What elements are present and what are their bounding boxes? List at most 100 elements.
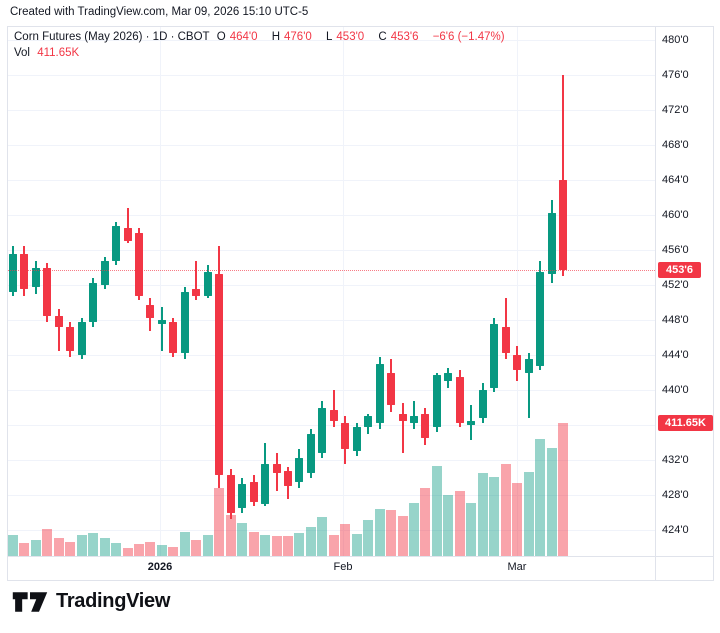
candle-body — [238, 484, 247, 509]
candle-body — [375, 363, 384, 423]
volume-bar — [535, 439, 546, 556]
candle-body — [455, 376, 464, 423]
price-gridline — [8, 320, 655, 321]
legend-open: O 464'0 — [216, 31, 258, 43]
price-gridline — [8, 40, 655, 41]
legend-change: −6'6 (−1.47%) — [432, 31, 505, 43]
candle-body — [192, 289, 201, 296]
vol-label: Vol — [14, 47, 30, 59]
candle-body — [467, 420, 476, 425]
volume-bar — [225, 514, 236, 556]
volume-bar — [179, 531, 190, 556]
volume-bar — [260, 534, 271, 556]
volume-bar — [305, 526, 316, 556]
current-price-badge: 453'6 — [658, 261, 701, 278]
candle-body — [54, 315, 63, 327]
candle-wick — [413, 400, 416, 430]
volume-bar — [8, 534, 18, 556]
candle-body — [226, 475, 235, 513]
symbol-legend-line1: Corn Futures (May 2026) · 1D · CBOT O 464… — [14, 29, 509, 45]
volume-bar — [294, 532, 305, 556]
volume-bar — [477, 473, 488, 556]
candle-body — [43, 267, 52, 316]
candle-body — [547, 212, 556, 275]
legend-high: H 476'0 — [271, 31, 312, 43]
candle-body — [352, 427, 361, 452]
volume-bar — [546, 448, 557, 556]
volume-bar — [500, 464, 511, 556]
volume-bar — [328, 534, 339, 556]
price-gridline — [8, 145, 655, 146]
symbol-legend: Corn Futures (May 2026) · 1D · CBOT O 464… — [14, 29, 509, 61]
volume-bar — [351, 533, 362, 556]
candle-body — [261, 464, 270, 504]
candle-body — [329, 409, 338, 421]
volume-bar — [214, 487, 225, 556]
price-axis-label: 464'0 — [662, 173, 689, 186]
current-price-dotted-line — [8, 270, 655, 271]
volume-bar — [397, 515, 408, 556]
candle-body — [283, 470, 292, 487]
volume-bar — [454, 491, 465, 556]
price-gridline — [8, 215, 655, 216]
candle-wick — [401, 403, 404, 454]
candle-body — [157, 320, 166, 325]
volume-bar — [489, 476, 500, 556]
price-axis-label: 460'0 — [662, 208, 689, 221]
symbol-title: Corn Futures (May 2026) · 1D · CBOT — [14, 31, 210, 43]
created-with-line: Created with TradingView.com, Mar 09, 20… — [10, 6, 309, 18]
volume-bar — [145, 541, 156, 556]
volume-bar — [168, 546, 179, 556]
price-axis-label: 452'0 — [662, 278, 689, 291]
candle-body — [77, 322, 86, 355]
price-gridline — [8, 425, 655, 426]
candle-wick — [160, 306, 163, 351]
candle-body — [364, 416, 373, 428]
volume-bar — [202, 534, 213, 556]
price-gridline — [8, 250, 655, 251]
volume-bar — [191, 539, 202, 556]
volume-bar — [512, 483, 523, 556]
time-gridline — [343, 27, 344, 556]
candle-body — [20, 254, 29, 290]
tradingview-footer[interactable]: TradingView — [12, 590, 170, 613]
volume-bar — [134, 544, 145, 556]
candle-body — [215, 274, 224, 476]
price-axis-separator — [655, 26, 656, 580]
time-axis-label: 2026 — [147, 561, 173, 573]
volume-bar — [156, 545, 167, 556]
volume-bar — [248, 531, 259, 556]
candle-body — [524, 359, 533, 373]
volume-bar — [271, 535, 282, 556]
chart-pane-border — [7, 26, 714, 581]
volume-bar — [42, 528, 53, 556]
volume-bar — [317, 516, 328, 556]
candle-body — [180, 291, 189, 353]
candle-body — [272, 464, 281, 474]
tradingview-brand-text: TradingView — [56, 590, 171, 612]
candle-body — [135, 232, 144, 296]
time-axis-label: Mar — [507, 561, 527, 573]
volume-bar — [237, 522, 248, 556]
price-axis-label: 480'0 — [662, 33, 689, 46]
candle-body — [123, 228, 132, 242]
price-gridline — [8, 390, 655, 391]
volume-bar — [111, 542, 122, 556]
price-gridline — [8, 355, 655, 356]
candle-body — [341, 422, 350, 450]
volume-bar — [30, 539, 41, 556]
price-axis-label: 476'0 — [662, 68, 689, 81]
volume-bar — [420, 488, 431, 556]
legend-close: C 453'6 — [378, 31, 419, 43]
volume-bar — [53, 537, 64, 556]
candle-body — [249, 481, 258, 502]
price-axis-label: 456'0 — [662, 243, 689, 256]
volume-bar — [363, 519, 374, 556]
candle-body — [558, 180, 567, 270]
candle-body — [444, 372, 453, 382]
candle-body — [9, 254, 17, 292]
candle-body — [421, 414, 430, 439]
tradingview-logo-icon — [12, 591, 48, 612]
price-axis-label: 440'0 — [662, 383, 689, 396]
